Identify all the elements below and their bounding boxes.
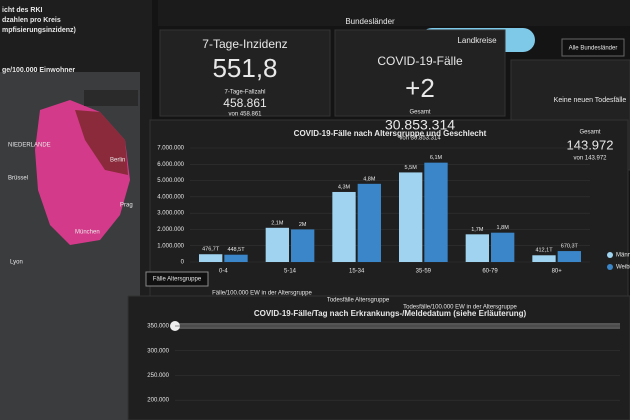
legend-swatch xyxy=(607,252,613,258)
y-tick-label: 250.000 xyxy=(147,373,169,379)
card xyxy=(334,29,506,117)
bar xyxy=(399,172,423,262)
legend-swatch xyxy=(607,264,613,270)
card-value: 30.853.314 xyxy=(385,117,455,133)
bar xyxy=(265,227,289,262)
map-label: Brüssel xyxy=(8,176,28,182)
bar xyxy=(465,234,489,262)
header-line: icht des RKI xyxy=(2,7,43,14)
chart-panel xyxy=(127,295,630,420)
card-big: 551,8 xyxy=(212,53,277,83)
legend-label: Weibl xyxy=(616,265,630,271)
x-tick-label: 15-34 xyxy=(349,269,365,275)
bar xyxy=(291,229,315,262)
value-label: 5,5M xyxy=(405,165,418,171)
card-of: von 30.853.314 xyxy=(399,136,441,142)
x-tick-label: 5-14 xyxy=(284,269,297,275)
header-line: mpfisierungsinzidenz) xyxy=(2,27,76,34)
y-tick-label: 1.000.000 xyxy=(157,243,184,249)
x-tick-label: 80+ xyxy=(552,269,563,275)
card-value: 143.972 xyxy=(567,137,614,152)
bar xyxy=(532,255,556,262)
chart-panel xyxy=(149,119,629,321)
x-tick-label: 60-79 xyxy=(482,269,498,275)
map-title: ge/100.000 Einwohner xyxy=(2,67,75,74)
bar xyxy=(491,232,515,262)
y-tick-label: 2.000.000 xyxy=(157,227,184,233)
y-tick-label: 5.000.000 xyxy=(157,178,184,184)
card-title: 7-Tage-Inzidenz xyxy=(202,37,287,51)
tab-bar xyxy=(158,0,630,26)
map-label: Lyon xyxy=(10,260,23,266)
chart-title: COVID-19-Fälle/Tag nach Erkrankungs-/Mel… xyxy=(254,309,527,318)
y-tick-label: 6.000.000 xyxy=(157,162,184,168)
value-label: 2,1M xyxy=(271,220,284,226)
legend-label: Männ xyxy=(616,253,630,259)
card-value: 458.861 xyxy=(223,96,267,110)
bar xyxy=(424,162,448,262)
card-title: COVID-19-Fälle xyxy=(377,54,463,68)
card-sub: Gesamt xyxy=(409,110,430,116)
bar xyxy=(557,251,581,262)
chart-tab-label[interactable]: Todesfälle Altersgruppe xyxy=(327,298,390,304)
x-tick-label: 0-4 xyxy=(219,269,228,275)
value-label: 476,7T xyxy=(202,247,220,253)
map-label: Berlin xyxy=(110,158,125,164)
map-label: Prag xyxy=(120,203,133,209)
card-big: +2 xyxy=(405,73,435,103)
y-tick-label: 4.000.000 xyxy=(157,194,184,200)
map-label: NIEDERLANDE xyxy=(8,143,51,149)
y-tick-label: 200.000 xyxy=(147,398,169,404)
card xyxy=(159,29,331,117)
y-tick-label: 7.000.000 xyxy=(157,146,184,152)
map-label: München xyxy=(75,230,100,236)
tab[interactable]: Landkreise xyxy=(457,36,497,45)
map-region xyxy=(75,110,128,175)
y-tick-label: 3.000.000 xyxy=(157,211,184,217)
card-sub: 7-Tage-Fallzahl xyxy=(224,90,265,96)
value-label: 412,1T xyxy=(535,248,553,254)
chart-title: COVID-19-Fälle nach Altersgruppe und Ges… xyxy=(294,129,487,138)
tab[interactable]: Bundesländer xyxy=(345,17,395,26)
selector[interactable] xyxy=(561,38,625,57)
bar xyxy=(332,191,356,262)
value-label: 1,8M xyxy=(497,225,510,231)
y-tick-label: 300.000 xyxy=(147,348,169,354)
chart-tab-label[interactable]: Fälle/100.000 EW in der Altersgruppe xyxy=(212,291,312,297)
y-tick-label: 350.000 xyxy=(147,324,169,330)
chart-tab-label[interactable]: Fälle Altersgruppe xyxy=(153,277,202,283)
card-of: von 458.861 xyxy=(228,112,262,118)
card-sub: Gesamt xyxy=(579,130,600,136)
header-line: dzahlen pro Kreis xyxy=(2,17,61,24)
x-tick-label: 35-59 xyxy=(416,269,432,275)
map-toolbar[interactable] xyxy=(84,90,138,106)
value-label: 4,3M xyxy=(338,184,351,190)
bar xyxy=(199,254,223,262)
y-tick-label: 0 xyxy=(181,260,185,266)
value-label: 4,8M xyxy=(363,176,376,182)
value-label: 670,3T xyxy=(561,244,579,250)
chart-tab-label[interactable]: Todesfälle/100.000 EW in der Altersgrupp… xyxy=(403,305,517,311)
card-title: Keine neuen Todesfälle xyxy=(554,97,627,104)
selector-label[interactable]: Alle Bundesländer xyxy=(569,46,618,52)
bar xyxy=(224,254,248,262)
card-of: von 143.972 xyxy=(573,156,607,162)
chart-tab[interactable] xyxy=(145,271,209,287)
value-label: 1,7M xyxy=(471,227,484,233)
value-label: 6,1M xyxy=(430,155,443,161)
bar xyxy=(357,183,381,262)
value-label: 2M xyxy=(299,222,307,228)
value-label: 448,5T xyxy=(227,247,245,253)
